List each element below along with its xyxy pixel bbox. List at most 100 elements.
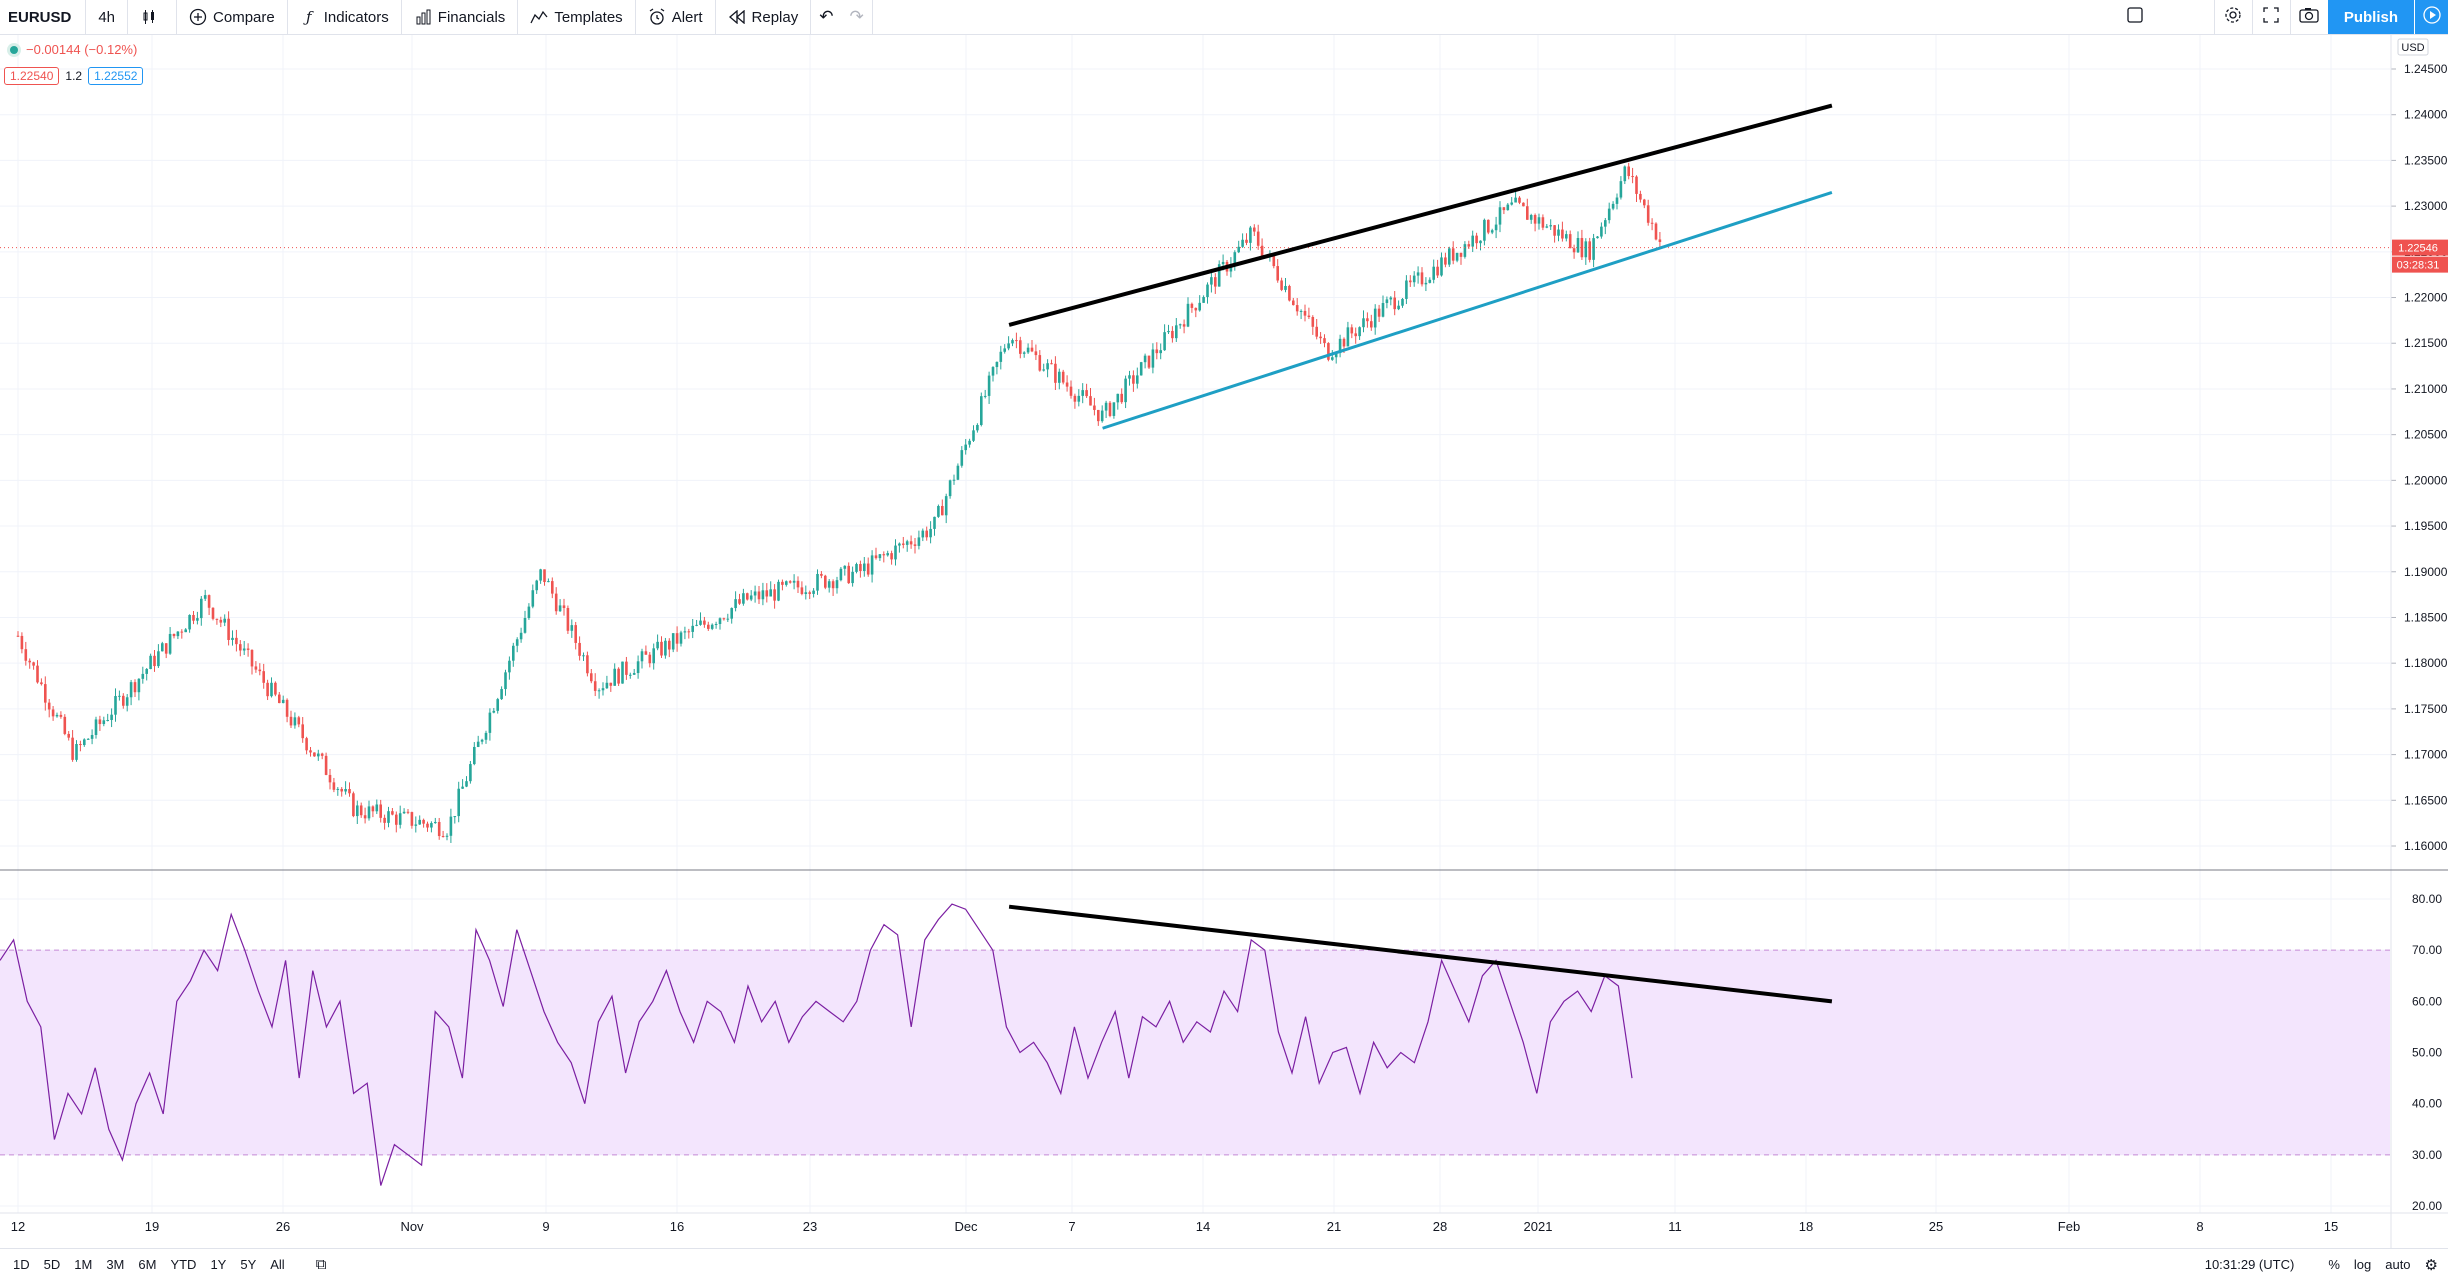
- candle-body: [991, 367, 995, 376]
- candle-body: [164, 643, 168, 654]
- percent-toggle[interactable]: %: [2328, 1257, 2340, 1272]
- candle-body: [1307, 315, 1311, 317]
- goto-date-icon[interactable]: ⧉: [315, 1256, 327, 1273]
- candle-body: [492, 710, 496, 713]
- rsi-trendline[interactable]: [1008, 904, 1833, 1004]
- settings-small-icon[interactable]: ⚙: [2424, 1256, 2438, 1274]
- interval-button[interactable]: 4h: [86, 0, 129, 34]
- candle-body: [582, 655, 585, 657]
- candle-body: [835, 580, 839, 589]
- range-3m[interactable]: 3M: [106, 1257, 125, 1272]
- candle-body: [239, 644, 242, 651]
- candle-body: [176, 631, 180, 637]
- candle-body: [1576, 237, 1580, 253]
- trend-lines[interactable]: [1008, 103, 1833, 1004]
- upper-trendline[interactable]: [1008, 103, 1833, 327]
- candle-body: [1498, 207, 1502, 225]
- candle-body: [375, 804, 379, 812]
- compare-button[interactable]: Compare: [177, 0, 288, 34]
- candle-body: [1202, 297, 1205, 303]
- candle-body: [94, 719, 98, 735]
- candle-body: [1069, 386, 1073, 396]
- candle-body: [956, 465, 960, 480]
- candle-body: [640, 651, 644, 662]
- chart-canvas[interactable]: 12 19 26 Nov 9 16 23 Dec 7 14 21 28 2021 11 18 25 Feb 8 15…: [0, 35, 2448, 1248]
- candle-body: [605, 682, 609, 689]
- lower-trendline[interactable]: [1102, 190, 1833, 430]
- range-ytd[interactable]: YTD: [170, 1257, 197, 1272]
- log-toggle[interactable]: log: [2353, 1257, 2372, 1272]
- candle-body: [1420, 272, 1424, 285]
- candle-body: [1487, 219, 1490, 233]
- candle-body: [1631, 176, 1634, 178]
- spread-value: 1.2: [65, 69, 83, 83]
- candle-body: [1097, 409, 1100, 422]
- auto-toggle[interactable]: auto: [2385, 1257, 2411, 1272]
- candle-body: [929, 528, 932, 538]
- candle-body: [317, 753, 320, 757]
- candle-body: [1377, 308, 1381, 317]
- candle-body: [1366, 318, 1369, 322]
- candle-body: [527, 606, 531, 619]
- candle-body: [1167, 330, 1170, 333]
- alert-button[interactable]: Alert: [636, 0, 716, 34]
- candle-body: [765, 590, 769, 597]
- settings-button[interactable]: [2213, 0, 2252, 34]
- candle-body: [987, 375, 991, 396]
- candle-body: [114, 696, 117, 715]
- layout-button[interactable]: [2116, 0, 2154, 34]
- candle-body: [710, 624, 714, 629]
- candle-body: [738, 599, 741, 604]
- play-button[interactable]: [2414, 0, 2448, 34]
- symbol-search[interactable]: EURUSD: [0, 0, 87, 34]
- candle-body: [746, 593, 749, 600]
- range-5d[interactable]: 5D: [43, 1257, 61, 1272]
- publish-button[interactable]: Publish: [2327, 0, 2414, 34]
- candle-body: [1565, 234, 1568, 239]
- candle-body: [621, 661, 624, 684]
- candle-body: [1522, 202, 1525, 207]
- candle-body: [414, 824, 418, 826]
- candle-body: [804, 592, 808, 594]
- candle-body: [1483, 219, 1486, 241]
- range-1m[interactable]: 1M: [74, 1257, 93, 1272]
- range-all[interactable]: All: [270, 1257, 285, 1272]
- range-1d[interactable]: 1D: [13, 1257, 30, 1272]
- candle-body: [1440, 257, 1443, 276]
- candle-body: [430, 823, 433, 828]
- candle-body: [1233, 252, 1237, 265]
- ask-price[interactable]: 1.22552: [88, 67, 144, 85]
- range-5y[interactable]: 5Y: [240, 1257, 257, 1272]
- candle-body: [656, 641, 659, 649]
- snapshot-button[interactable]: [2289, 0, 2328, 34]
- redo-button[interactable]: ↷: [841, 0, 873, 34]
- bid-price[interactable]: 1.22540: [4, 67, 60, 85]
- candle-body: [1370, 321, 1373, 328]
- clock: 10:31:29 (UTC): [2204, 1257, 2295, 1272]
- rsi-tick-label: 50.00: [2412, 1046, 2442, 1060]
- candle-body: [1405, 280, 1408, 299]
- candle-body: [671, 633, 675, 650]
- candle-body: [1424, 282, 1428, 285]
- candle-body: [1136, 375, 1139, 384]
- chart-style-button[interactable]: [128, 0, 178, 34]
- range-6m[interactable]: 6M: [138, 1257, 157, 1272]
- candle-body: [1132, 375, 1135, 384]
- undo-button[interactable]: ↶: [811, 0, 841, 34]
- financials-button[interactable]: Financials: [402, 0, 519, 34]
- candle-body: [933, 516, 936, 529]
- bar-chart-icon: [414, 8, 432, 26]
- candle-body: [699, 620, 702, 625]
- candle-body: [1077, 395, 1081, 402]
- candle-body: [90, 734, 94, 739]
- candle-body: [203, 595, 207, 599]
- candle-body: [398, 813, 402, 825]
- indicators-button[interactable]: ƒ Indicators: [288, 0, 402, 34]
- candle-body: [32, 662, 35, 666]
- fullscreen-button[interactable]: [2251, 0, 2290, 34]
- replay-button[interactable]: Replay: [716, 0, 812, 34]
- candle-body: [1214, 277, 1217, 287]
- candle-body: [98, 719, 102, 725]
- templates-button[interactable]: Templates: [518, 0, 636, 34]
- range-1y[interactable]: 1Y: [210, 1257, 227, 1272]
